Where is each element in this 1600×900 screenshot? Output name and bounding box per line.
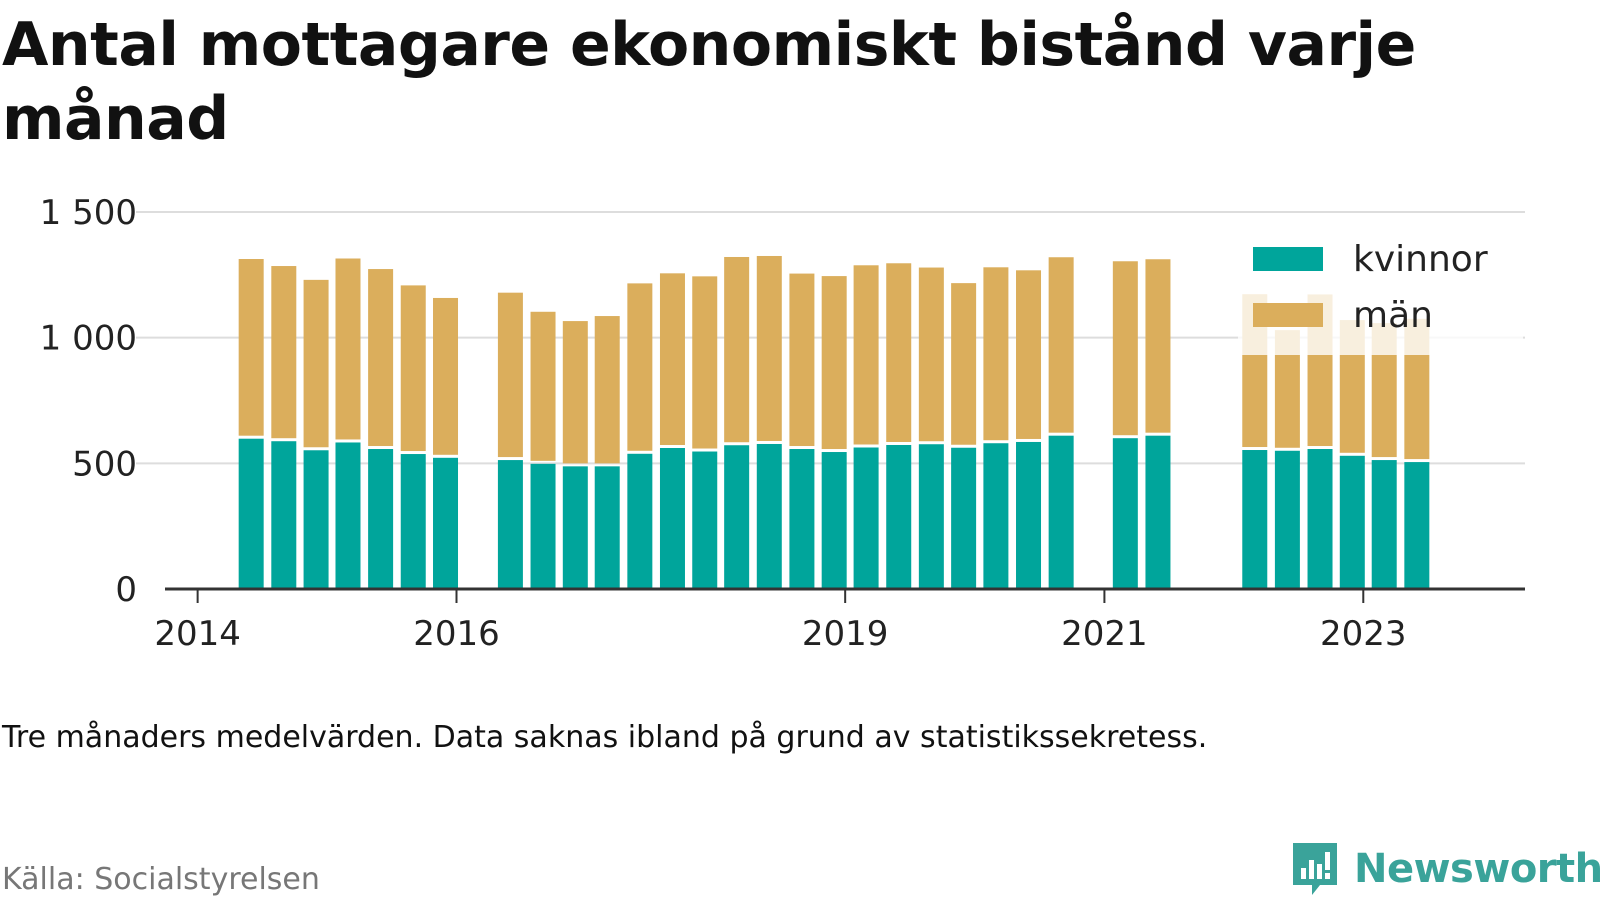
bar-kvinnor <box>1404 462 1430 589</box>
bar-kvinnor <box>1112 438 1138 589</box>
x-tick-label: 2023 <box>1320 614 1407 654</box>
bar-kvinnor <box>1371 460 1397 589</box>
bar-man <box>918 267 944 442</box>
bar-kvinnor <box>433 457 459 589</box>
bar-kvinnor <box>983 443 1009 589</box>
legend-label: kvinnor <box>1353 239 1488 280</box>
stacked-bar-chart: kvinnor män 0 500 1 000 1 500 2014 2016 2019 202… <box>40 193 1525 654</box>
bar-kvinnor <box>1145 435 1171 589</box>
bar-man <box>853 265 879 445</box>
bar-man <box>594 316 620 464</box>
bar-man <box>627 283 653 451</box>
bar-kvinnor <box>951 447 977 589</box>
legend-label: män <box>1353 295 1433 336</box>
bar-kvinnor <box>530 463 556 589</box>
bar-man <box>335 258 361 440</box>
bar-man <box>368 269 394 447</box>
bar-kvinnor <box>271 441 297 589</box>
bar-kvinnor <box>821 452 847 589</box>
bar-kvinnor <box>789 449 815 589</box>
bar-kvinnor <box>1048 435 1074 589</box>
legend-swatch-man <box>1253 303 1323 327</box>
bar-kvinnor <box>594 466 620 589</box>
bar-kvinnor <box>368 449 394 589</box>
bar-kvinnor <box>627 453 653 589</box>
y-tick-label: 1 500 <box>40 193 137 233</box>
bar-man <box>530 311 556 461</box>
y-tick-label: 500 <box>72 444 137 484</box>
bar-man <box>562 321 588 464</box>
bar-kvinnor <box>400 454 426 589</box>
bar-man <box>497 292 523 458</box>
bar-kvinnor <box>1274 450 1300 589</box>
chart-title: Antal mottagare ekonomiskt bistånd varje… <box>2 10 1416 154</box>
bar-man <box>659 273 685 446</box>
bar-man <box>271 266 297 439</box>
bar-man <box>238 258 264 436</box>
bar-kvinnor <box>1242 450 1268 589</box>
bar-man <box>756 255 782 441</box>
bar-kvinnor <box>724 445 750 589</box>
brand-logo[interactable]: Newsworthy <box>1290 840 1600 898</box>
bar-kvinnor <box>497 460 523 589</box>
newsworthy-logo-icon <box>1293 843 1337 895</box>
bar-kvinnor <box>886 444 912 589</box>
x-tick-label: 2014 <box>154 614 241 654</box>
bar-man <box>400 285 426 452</box>
chart-note: Tre månaders medelvärden. Data saknas ib… <box>2 720 1208 755</box>
bar-man <box>983 267 1009 441</box>
bar-man <box>789 273 815 447</box>
bars <box>238 255 1430 589</box>
legend: kvinnor män <box>1238 235 1523 355</box>
x-tick-label: 2016 <box>413 614 500 654</box>
bar-man <box>1048 257 1074 433</box>
y-tick-label: 1 000 <box>40 319 137 359</box>
axes: 0 500 1 000 1 500 2014 2016 2019 2021 2023 <box>40 193 1525 654</box>
legend-swatch-kvinnor <box>1253 247 1323 271</box>
y-tick-label: 0 <box>115 570 137 610</box>
bar-kvinnor <box>238 438 264 589</box>
bar-man <box>886 263 912 442</box>
bar-kvinnor <box>1339 455 1365 589</box>
bar-man <box>724 256 750 443</box>
bar-man <box>692 276 718 449</box>
bar-kvinnor <box>303 450 329 589</box>
bar-man <box>433 297 459 455</box>
bar-kvinnor <box>335 442 361 589</box>
bar-kvinnor <box>1307 449 1333 589</box>
bar-man <box>951 283 977 445</box>
bar-man <box>1145 259 1171 433</box>
bar-kvinnor <box>756 443 782 589</box>
bar-kvinnor <box>659 448 685 589</box>
bar-kvinnor <box>918 444 944 589</box>
bar-kvinnor <box>1016 441 1042 589</box>
bar-kvinnor <box>562 466 588 589</box>
x-tick-label: 2021 <box>1061 614 1148 654</box>
bar-kvinnor <box>692 451 718 589</box>
bar-man <box>1016 270 1042 439</box>
bar-man <box>1112 261 1138 436</box>
bar-kvinnor <box>853 447 879 589</box>
bar-man <box>303 279 329 448</box>
brand-name: Newsworthy <box>1354 846 1600 892</box>
source-credit: Källa: Socialstyrelsen <box>2 862 320 897</box>
bar-man <box>821 276 847 450</box>
x-tick-label: 2019 <box>802 614 889 654</box>
